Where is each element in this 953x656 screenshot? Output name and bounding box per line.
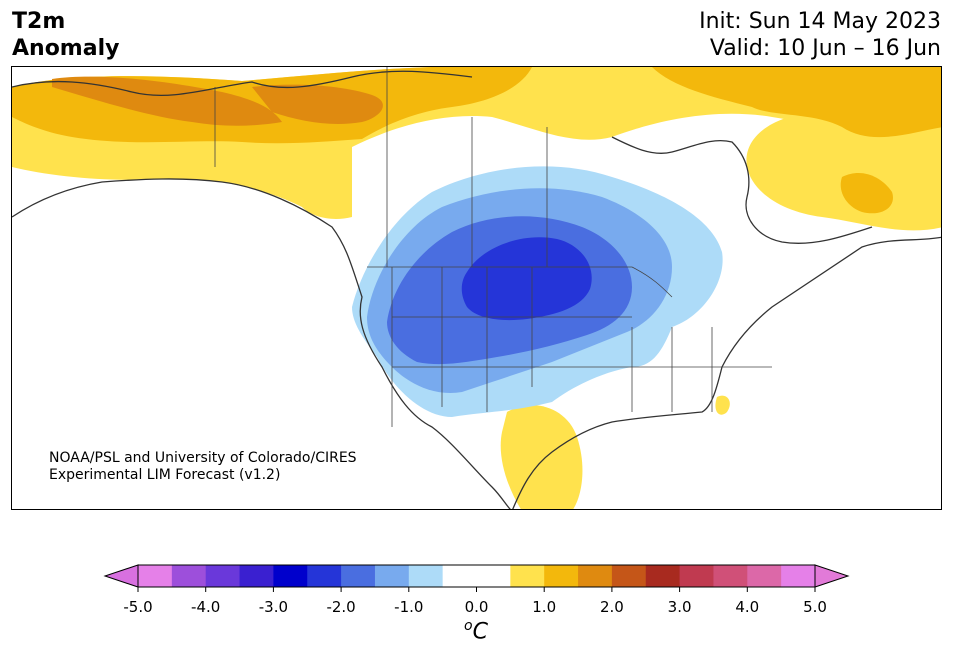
colorbar-tick-label: -2.0 <box>326 598 356 616</box>
colorbar-cell <box>374 565 410 587</box>
colorbar-cell <box>239 565 274 587</box>
colorbar-tick-label: 5.0 <box>803 598 827 616</box>
colorbar-cell <box>578 565 613 587</box>
colorbar-cell <box>138 565 173 587</box>
unit-degree: o <box>464 618 473 634</box>
cool-region-4 <box>461 237 592 321</box>
warm-region-florida <box>715 395 730 415</box>
colorbar-cell <box>713 565 748 587</box>
colorbar-unit: oC <box>464 618 488 644</box>
colorbar-cell <box>679 565 714 587</box>
warm-region-south <box>500 405 583 509</box>
warm-region-north-3b <box>252 84 383 124</box>
colorbar-tick-label: 3.0 <box>667 598 692 616</box>
credit-line-1: NOAA/PSL and University of Colorado/CIRE… <box>49 450 357 466</box>
colorbar-tick-label: -5.0 <box>123 598 153 616</box>
unit-letter: C <box>472 619 488 645</box>
colorbar-tick-label: 0.0 <box>464 598 489 616</box>
quantity-label: Anomaly <box>12 36 120 61</box>
warm-region-north-3 <box>52 76 282 126</box>
valid-range: Valid: 10 Jun – 16 Jun <box>709 36 941 61</box>
colorbar-cell <box>781 565 816 587</box>
warm-region-northeast-2 <box>652 67 941 138</box>
forecast-dates: Init: Sun 14 May 2023 Valid: 10 Jun – 16… <box>699 8 941 62</box>
colorbar-cell <box>544 565 579 587</box>
colorbar-ticks <box>137 587 816 592</box>
colorbar-tick-label: -1.0 <box>394 598 424 616</box>
colorbar-cell <box>273 565 308 587</box>
colorbar-cells <box>138 565 816 587</box>
border-lines <box>214 67 772 427</box>
colorbar-cell <box>408 565 444 587</box>
colorbar-tick-label: -3.0 <box>258 598 289 616</box>
map-canvas <box>12 67 941 509</box>
variable-label: T2m <box>12 9 66 34</box>
colorbar-cell <box>442 565 477 587</box>
colorbar-tick-label: 2.0 <box>599 598 624 616</box>
credit-text: NOAA/PSL and University of Colorado/CIRE… <box>49 450 357 484</box>
colorbar-under-arrow <box>103 564 139 588</box>
colorbar-cell <box>171 565 207 587</box>
colorbar-over-arrow <box>814 564 850 588</box>
colorbar-cell <box>205 565 241 587</box>
colorbar-cell <box>645 565 681 587</box>
coastline-lines <box>12 70 941 509</box>
colorbar-cell <box>341 565 376 587</box>
init-date: Init: Sun 14 May 2023 <box>699 9 941 34</box>
map-title: T2m Anomaly <box>12 8 119 62</box>
colorbar-cell <box>510 565 545 587</box>
colorbar-cell <box>747 565 782 587</box>
colorbar-cell <box>476 565 511 587</box>
colorbar-cell <box>611 565 647 587</box>
colorbar-tick-label: 1.0 <box>532 598 557 616</box>
credit-line-2: Experimental LIM Forecast (v1.2) <box>49 467 281 483</box>
colorbar-tick-label: 4.0 <box>735 598 760 616</box>
warm-region-labrador <box>840 172 893 214</box>
anomaly-map <box>11 66 942 510</box>
colorbar-tick-label: -4.0 <box>191 598 221 616</box>
colorbar-cell <box>307 565 342 587</box>
